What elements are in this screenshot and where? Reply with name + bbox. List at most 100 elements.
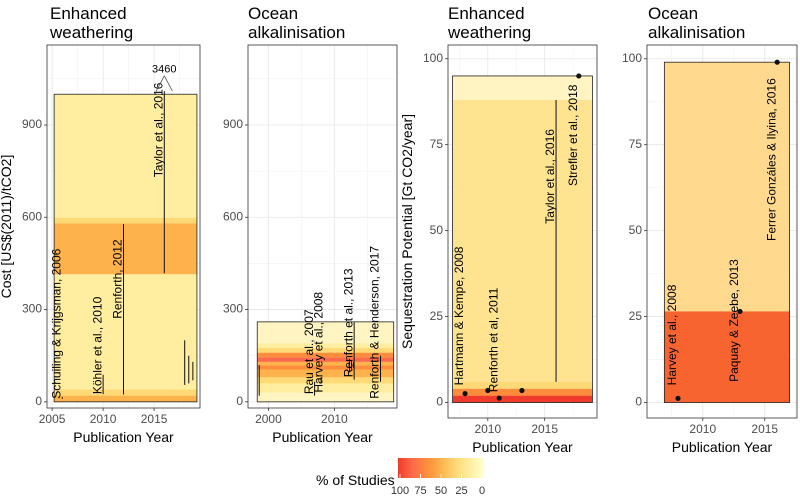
range-outline: [256, 321, 395, 403]
y-tick-label: 0: [635, 395, 642, 409]
x-tick-label: 2010: [321, 412, 348, 426]
study-label: Köhler et al., 2010: [90, 296, 104, 394]
range-outline: [663, 61, 790, 403]
study-label: Strefler et al., 2018: [566, 84, 580, 186]
y-tick-label: 600: [22, 209, 42, 223]
range-band: [257, 361, 394, 366]
y-tick-label: 50: [430, 223, 444, 237]
chart-panel-1: Schuiling & Krijgsman, 2006 Köhler et al.…: [0, 4, 201, 445]
panel-border: [447, 44, 598, 419]
panel-border: [646, 44, 798, 419]
y-tick-label: 75: [629, 137, 643, 151]
y-tick-label: 100: [622, 51, 642, 65]
range-band: [257, 343, 394, 349]
study-label: Taylor et al., 2016: [543, 129, 557, 224]
y-tick-label: 900: [223, 117, 243, 131]
range-band: [257, 377, 394, 384]
range-outline: [53, 93, 198, 403]
annotation-label: 3460: [152, 64, 176, 76]
legend-tick-label: 75: [414, 485, 426, 497]
y-axis-label: Cost [US$(2011)/tCO2]: [0, 155, 14, 299]
range-band: [257, 369, 394, 378]
range-band: [54, 395, 197, 402]
x-axis-label: Publication Year: [272, 429, 373, 445]
study-point: [675, 395, 681, 402]
y-tick-label: 600: [223, 209, 243, 223]
study-label: Renforth & Henderson, 2017: [368, 246, 382, 399]
y-tick-label: 300: [22, 302, 42, 316]
y-axis-label: Sequestration Potential [Gt CO2/year]: [399, 114, 415, 349]
x-axis-label: Publication Year: [73, 429, 174, 445]
chart-title-line: Ocean: [648, 4, 698, 23]
study-point: [737, 308, 743, 315]
study-label: Renforth et al., 2013: [341, 268, 355, 377]
range-band: [54, 217, 197, 224]
panel-border: [247, 44, 398, 409]
y-tick-label: 50: [629, 223, 643, 237]
legend-title: % of Studies: [316, 472, 395, 488]
range-band: [257, 357, 394, 362]
chart-title-line: Ocean: [248, 4, 298, 23]
legend-tick-label: 0: [479, 485, 485, 497]
range-band: [54, 389, 197, 396]
y-tick-label: 0: [35, 394, 42, 408]
x-axis-label: Publication Year: [472, 439, 573, 455]
y-tick-label: 25: [629, 309, 643, 323]
study-label: Hartmann & Kempe, 2008: [452, 246, 466, 385]
range-band: [452, 395, 593, 403]
study-label: Harvey et al., 2008: [665, 284, 679, 385]
study-label: Schuiling & Krijgsman, 2006: [49, 248, 63, 398]
range-outline: [452, 75, 593, 403]
x-tick-label: 2000: [255, 412, 282, 426]
range-band: [257, 352, 394, 358]
chart-title-line: alkalinisation: [648, 23, 745, 42]
range-band: [54, 223, 197, 275]
chart-title-line: weathering: [49, 23, 133, 42]
study-point: [774, 59, 780, 65]
x-tick-label: 2010: [90, 412, 117, 426]
annotation-leader: [155, 75, 165, 92]
x-tick-label: 2015: [531, 422, 558, 436]
y-tick-label: 25: [430, 309, 444, 323]
study-label: Rau et al., 2007: [302, 309, 316, 394]
study-label: Taylor et al., 2016: [151, 82, 165, 177]
study-label: Renforth et al, 2011: [486, 287, 500, 392]
legend-colorbar: [398, 458, 484, 478]
panel-border: [46, 44, 201, 409]
study-point: [519, 387, 525, 394]
chart-title-line: Enhanced: [50, 4, 127, 23]
study-label: Harvey et al., 2008: [312, 292, 326, 393]
chart-title-line: weathering: [447, 23, 531, 42]
study-point: [485, 387, 491, 394]
study-point: [576, 73, 582, 79]
x-tick-label: 2005: [39, 412, 66, 426]
chart-title-line: alkalinisation: [248, 23, 345, 42]
range-band: [664, 311, 790, 403]
legend-tick-label: 100: [391, 485, 409, 497]
legend-tick-label: 25: [455, 485, 467, 497]
x-tick-label: 2015: [141, 412, 168, 426]
y-tick-label: 300: [223, 302, 243, 316]
range-band: [257, 348, 394, 353]
y-tick-label: 0: [436, 395, 443, 409]
legend-tick-label: 50: [435, 485, 447, 497]
x-tick-label: 2015: [751, 422, 778, 436]
study-label: Ferrer Gonzáles & Ilyina, 2016: [764, 78, 778, 241]
study-point: [496, 395, 502, 401]
y-tick-label: 900: [22, 117, 42, 131]
range-band: [257, 365, 394, 370]
x-tick-label: 2010: [474, 422, 501, 436]
y-tick-label: 75: [430, 137, 444, 151]
study-label: Paquay & Zeebe, 2013: [727, 259, 741, 382]
range-band: [452, 100, 593, 382]
x-axis-label: Publication Year: [672, 439, 773, 455]
range-band: [452, 381, 593, 389]
study-point: [462, 390, 468, 397]
chart-panel-3: Hartmann & Kempe, 2008 Renforth et al, 20…: [399, 4, 598, 455]
annotation-leader: [163, 75, 173, 92]
chart-panel-4: Harvey et al., 2008 Paquay & Zeebe, 2013 F…: [622, 4, 798, 455]
chart-title-line: Enhanced: [448, 4, 525, 23]
